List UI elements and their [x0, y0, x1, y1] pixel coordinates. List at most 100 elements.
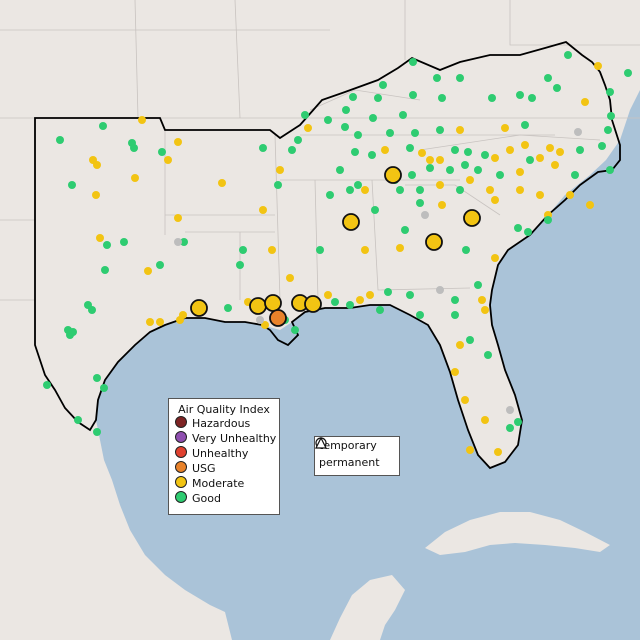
- site-marker[interactable]: [268, 246, 276, 254]
- site-marker[interactable]: [286, 274, 294, 282]
- site-marker[interactable]: [544, 216, 552, 224]
- site-marker[interactable]: [607, 112, 615, 120]
- site-marker[interactable]: [576, 146, 584, 154]
- site-marker[interactable]: [528, 94, 536, 102]
- site-marker[interactable]: [436, 181, 444, 189]
- site-marker[interactable]: [606, 166, 614, 174]
- site-marker[interactable]: [484, 351, 492, 359]
- site-marker[interactable]: [276, 166, 284, 174]
- site-marker[interactable]: [416, 199, 424, 207]
- site-marker[interactable]: [336, 166, 344, 174]
- site-marker[interactable]: [99, 122, 107, 130]
- site-marker[interactable]: [481, 306, 489, 314]
- site-marker[interactable]: [624, 69, 632, 77]
- site-marker[interactable]: [604, 126, 612, 134]
- site-marker[interactable]: [426, 164, 434, 172]
- site-marker[interactable]: [368, 151, 376, 159]
- site-marker[interactable]: [491, 154, 499, 162]
- highlighted-site-marker[interactable]: [425, 233, 443, 251]
- highlighted-site-marker[interactable]: [304, 295, 322, 313]
- site-marker[interactable]: [426, 156, 434, 164]
- site-marker[interactable]: [526, 156, 534, 164]
- site-marker[interactable]: [456, 74, 464, 82]
- site-marker[interactable]: [466, 336, 474, 344]
- site-marker[interactable]: [399, 111, 407, 119]
- site-marker[interactable]: [156, 261, 164, 269]
- site-marker[interactable]: [56, 136, 64, 144]
- site-marker[interactable]: [342, 106, 350, 114]
- site-marker[interactable]: [259, 206, 267, 214]
- site-marker[interactable]: [436, 286, 444, 294]
- site-marker[interactable]: [408, 171, 416, 179]
- site-marker[interactable]: [409, 58, 417, 66]
- site-marker[interactable]: [361, 246, 369, 254]
- site-marker[interactable]: [451, 311, 459, 319]
- highlighted-site-marker[interactable]: [269, 309, 287, 327]
- site-marker[interactable]: [68, 181, 76, 189]
- site-marker[interactable]: [451, 296, 459, 304]
- site-marker[interactable]: [456, 341, 464, 349]
- site-marker[interactable]: [74, 416, 82, 424]
- site-marker[interactable]: [416, 186, 424, 194]
- highlighted-site-marker[interactable]: [190, 299, 208, 317]
- site-marker[interactable]: [516, 168, 524, 176]
- site-marker[interactable]: [354, 131, 362, 139]
- site-marker[interactable]: [294, 136, 302, 144]
- site-marker[interactable]: [261, 321, 269, 329]
- highlighted-site-marker[interactable]: [463, 209, 481, 227]
- site-marker[interactable]: [544, 74, 552, 82]
- site-marker[interactable]: [506, 424, 514, 432]
- site-marker[interactable]: [478, 296, 486, 304]
- site-marker[interactable]: [571, 171, 579, 179]
- site-marker[interactable]: [274, 181, 282, 189]
- site-marker[interactable]: [324, 116, 332, 124]
- site-marker[interactable]: [433, 74, 441, 82]
- site-marker[interactable]: [524, 228, 532, 236]
- site-marker[interactable]: [93, 374, 101, 382]
- site-marker[interactable]: [481, 416, 489, 424]
- site-marker[interactable]: [446, 166, 454, 174]
- site-marker[interactable]: [581, 98, 589, 106]
- site-marker[interactable]: [586, 201, 594, 209]
- site-marker[interactable]: [461, 161, 469, 169]
- site-marker[interactable]: [546, 144, 554, 152]
- site-marker[interactable]: [456, 186, 464, 194]
- site-marker[interactable]: [144, 267, 152, 275]
- highlighted-site-marker[interactable]: [249, 297, 267, 315]
- site-marker[interactable]: [496, 171, 504, 179]
- site-marker[interactable]: [488, 94, 496, 102]
- site-marker[interactable]: [396, 186, 404, 194]
- site-marker[interactable]: [521, 121, 529, 129]
- site-marker[interactable]: [436, 156, 444, 164]
- site-marker[interactable]: [138, 116, 146, 124]
- site-marker[interactable]: [506, 146, 514, 154]
- site-marker[interactable]: [239, 246, 247, 254]
- site-marker[interactable]: [516, 91, 524, 99]
- site-marker[interactable]: [553, 84, 561, 92]
- site-marker[interactable]: [451, 146, 459, 154]
- site-marker[interactable]: [374, 94, 382, 102]
- site-marker[interactable]: [381, 146, 389, 154]
- site-marker[interactable]: [174, 138, 182, 146]
- site-marker[interactable]: [146, 318, 154, 326]
- site-marker[interactable]: [464, 148, 472, 156]
- site-marker[interactable]: [416, 311, 424, 319]
- site-marker[interactable]: [598, 142, 606, 150]
- site-marker[interactable]: [564, 51, 572, 59]
- site-marker[interactable]: [158, 148, 166, 156]
- site-marker[interactable]: [506, 406, 514, 414]
- site-marker[interactable]: [301, 111, 309, 119]
- site-marker[interactable]: [224, 304, 232, 312]
- site-marker[interactable]: [100, 384, 108, 392]
- site-marker[interactable]: [384, 288, 392, 296]
- site-marker[interactable]: [341, 123, 349, 131]
- site-marker[interactable]: [486, 186, 494, 194]
- site-marker[interactable]: [461, 396, 469, 404]
- site-marker[interactable]: [164, 156, 172, 164]
- site-marker[interactable]: [379, 81, 387, 89]
- site-marker[interactable]: [474, 166, 482, 174]
- site-marker[interactable]: [369, 114, 377, 122]
- site-marker[interactable]: [409, 91, 417, 99]
- site-marker[interactable]: [101, 266, 109, 274]
- highlighted-site-marker[interactable]: [264, 294, 282, 312]
